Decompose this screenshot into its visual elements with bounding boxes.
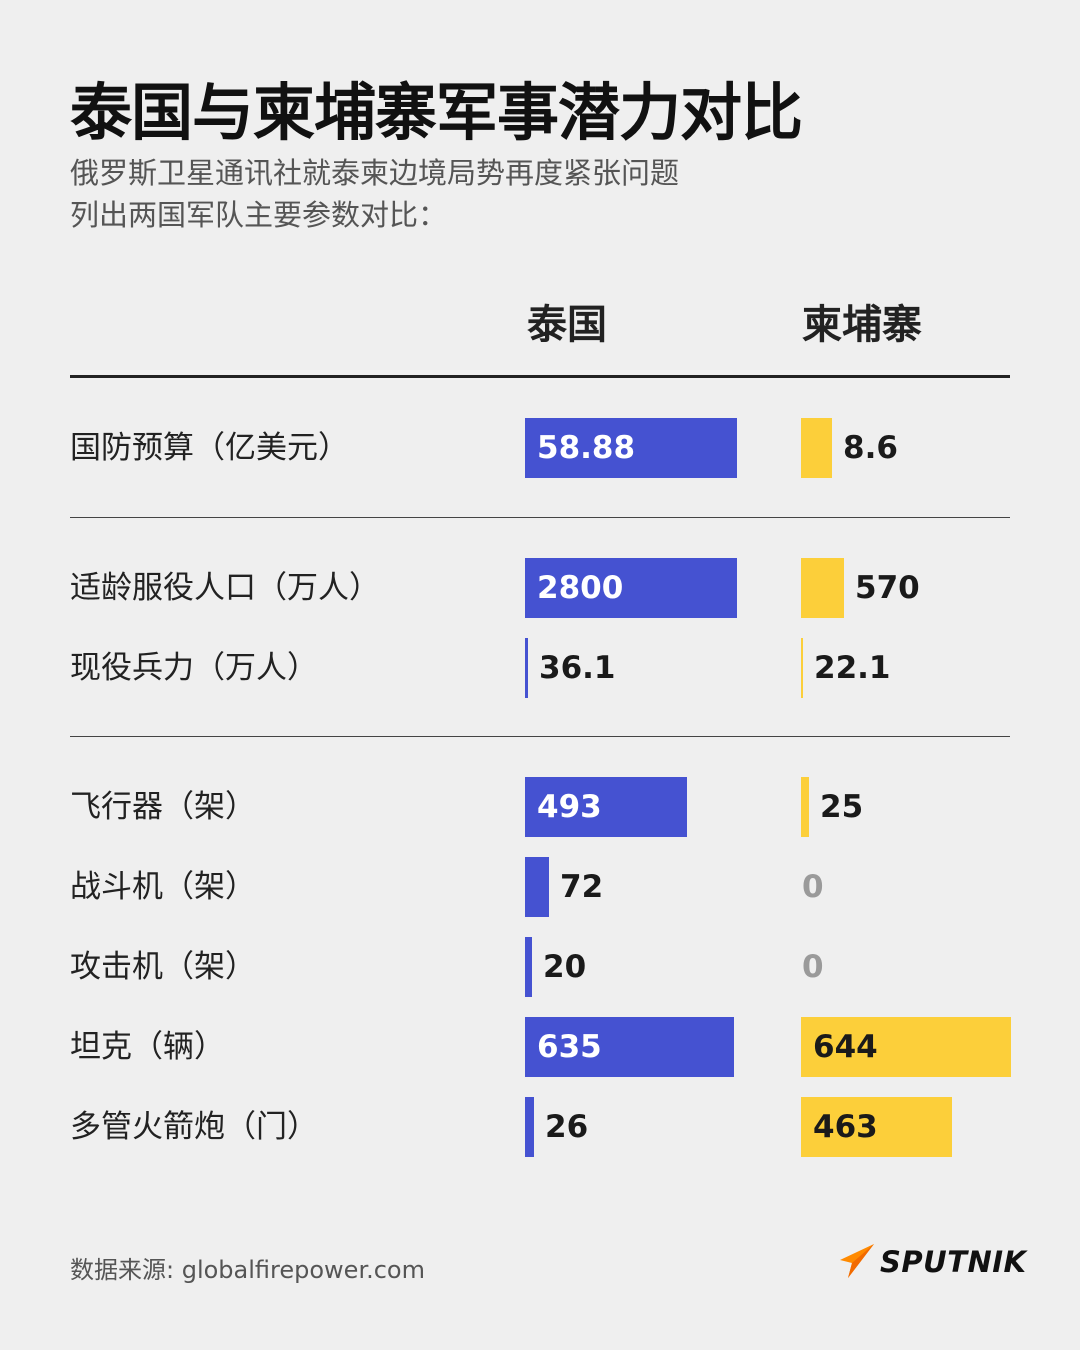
subtitle-line-2: 列出两国军队主要参数对比：	[70, 198, 448, 232]
cambodia-bar	[801, 638, 803, 698]
thailand-value-label: 58.88	[537, 430, 636, 466]
cambodia-value-label: 570	[855, 570, 920, 606]
cambodia-value-label: 22.1	[814, 650, 891, 686]
cambodia-bar	[801, 558, 844, 618]
thailand-bar	[525, 558, 737, 618]
cambodia-value-label: 0	[802, 869, 824, 905]
chart-subtitle: 俄罗斯卫星通讯社就泰柬边境局势再度紧张问题 列出两国军队主要参数对比：	[70, 152, 679, 236]
row-label: 多管火箭炮（门）	[70, 1109, 318, 1145]
cambodia-value-label: 25	[820, 789, 864, 825]
thailand-value-label: 36.1	[539, 650, 616, 686]
thailand-bar	[525, 418, 737, 478]
row-label: 攻击机（架）	[70, 949, 256, 985]
subtitle-line-1: 俄罗斯卫星通讯社就泰柬边境局势再度紧张问题	[70, 156, 680, 190]
row-label: 坦克（辆）	[70, 1029, 225, 1065]
thailand-value-label: 2800	[537, 570, 624, 606]
thailand-bar	[525, 857, 549, 917]
cambodia-bar	[801, 1097, 952, 1157]
row-label: 战斗机（架）	[70, 869, 256, 905]
sputnik-logo-icon	[840, 1244, 874, 1278]
thailand-bar	[525, 638, 528, 698]
thailand-value-label: 26	[545, 1109, 589, 1145]
cambodia-bar	[801, 418, 832, 478]
thailand-bar	[525, 1017, 734, 1077]
chart-title: 泰国与柬埔寨军事潜力对比	[70, 76, 803, 149]
row-label: 国防预算（亿美元）	[70, 430, 349, 466]
row-label: 现役兵力（万人）	[70, 650, 318, 686]
cambodia-value-label: 644	[813, 1029, 878, 1065]
thailand-value-label: 72	[560, 869, 604, 905]
thailand-value-label: 635	[537, 1029, 602, 1065]
cambodia-bar	[801, 1017, 1011, 1077]
thailand-bar	[525, 1097, 534, 1157]
group-divider	[70, 736, 1010, 737]
thailand-bar	[525, 777, 687, 837]
row-label: 飞行器（架）	[70, 789, 256, 825]
column-header-thailand: 泰国	[527, 302, 607, 348]
thailand-bar	[525, 937, 532, 997]
group-divider	[70, 517, 1010, 518]
row-label: 适龄服役人口（万人）	[70, 570, 380, 606]
sputnik-logo: SPUTNIK	[838, 1242, 1027, 1282]
cambodia-bar	[801, 777, 809, 837]
logo-text: SPUTNIK	[880, 1245, 1027, 1279]
data-source: 数据来源: globalfirepower.com	[70, 1256, 425, 1284]
cambodia-value-label: 8.6	[843, 430, 898, 466]
header-rule	[70, 375, 1010, 378]
thailand-value-label: 493	[537, 789, 602, 825]
thailand-value-label: 20	[543, 949, 587, 985]
column-header-cambodia: 柬埔寨	[802, 302, 922, 348]
cambodia-value-label: 0	[802, 949, 824, 985]
cambodia-value-label: 463	[813, 1109, 878, 1145]
